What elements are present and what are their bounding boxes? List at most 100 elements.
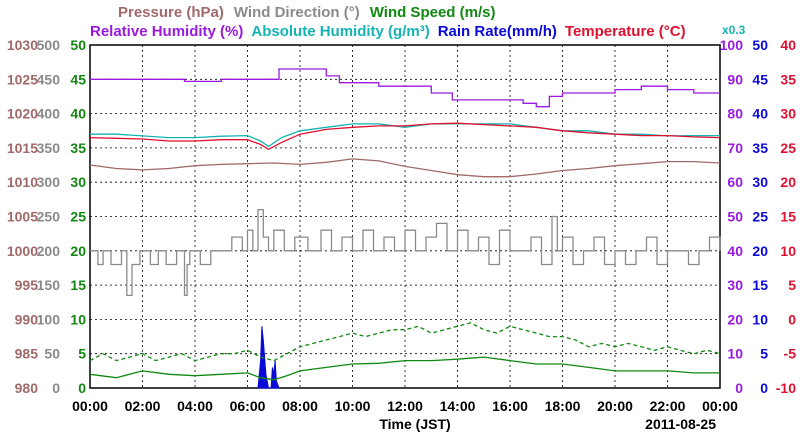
tick-label-wind-speed: 30 [70,174,86,190]
x-tick-label: 14:00 [440,398,476,414]
tick-label-temperature: -5 [784,346,797,362]
tick-label-wind-speed: 10 [70,311,86,327]
x-tick-label: 02:00 [125,398,161,414]
tick-label-wind-direction: 0 [52,380,60,396]
tick-label-wind-direction: 100 [37,311,61,327]
series-wind-direction [90,208,721,297]
tick-label-rain-rate: 50 [752,37,768,53]
tick-label-pressure: 1030 [7,37,38,53]
tick-label-humidity: 60 [727,174,743,190]
tick-label-rain-rate: 25 [752,209,768,225]
tick-label-wind-speed: 25 [70,209,86,225]
tick-label-wind-speed: 0 [78,380,86,396]
tick-label-wind-direction: 150 [37,277,61,293]
subtitle-row-item: Relative Humidity (%) [90,23,243,40]
x-tick-label: 06:00 [230,398,266,414]
tick-label-rain-rate: 30 [752,174,768,190]
tick-label-temperature: 0 [788,311,796,327]
series-layer [89,68,721,389]
x-axis-ticks: 00:00 02:00 04:00 06:00 08:00 10:00 12:00 14:00… [72,398,738,414]
tick-label-rain-rate: 35 [752,140,768,156]
tick-label-humidity: 100 [720,37,744,53]
tick-label-temperature: 10 [780,243,796,259]
tick-label-wind-direction: 250 [37,209,61,225]
tick-label-humidity: 30 [727,277,743,293]
tick-label-wind-speed: 45 [70,71,86,87]
series-wind-speed-mean [89,356,720,381]
tick-label-humidity: 50 [727,209,743,225]
tick-label-wind-speed: 35 [70,140,86,156]
subtitle-row-item: Rain Rate(mm/h) [438,23,557,40]
tick-label-humidity: 90 [727,71,743,87]
tick-label-humidity: 80 [727,106,743,122]
x-tick-label: 00:00 [72,398,108,414]
series-temperature [89,122,721,151]
tick-label-temperature: 35 [780,71,796,87]
date-label: 2011-08-25 [645,416,716,432]
tick-label-wind-speed: 50 [70,37,86,53]
tick-label-wind-direction: 200 [37,243,61,259]
tick-label-rain-rate: 45 [752,71,768,87]
series-wind-speed-gust [89,322,721,362]
tick-label-temperature: 15 [780,209,796,225]
tick-label-pressure: 1010 [7,174,38,190]
tick-label-rain-rate: 20 [752,243,768,259]
x-tick-label: 08:00 [282,398,318,414]
tick-label-wind-speed: 20 [70,243,86,259]
title-row-item: Wind Direction (°) [234,4,360,21]
subtitle-row-item: Absolute Humidity (g/m³) [251,23,429,40]
tick-label-wind-direction: 400 [37,106,61,122]
tick-label-wind-direction: 350 [37,140,61,156]
tick-label-wind-direction: 50 [44,346,60,362]
tick-label-pressure: 1015 [7,140,38,156]
tick-label-pressure: 985 [15,346,39,362]
tick-label-temperature: 40 [780,37,796,53]
tick-label-temperature: 5 [788,277,796,293]
tick-label-pressure: 990 [15,311,39,327]
tick-label-temperature: 30 [780,106,796,122]
tick-label-humidity: 0 [735,380,743,396]
tick-label-pressure: 1005 [7,209,38,225]
tick-label-humidity: 40 [727,243,743,259]
tick-label-rain-rate: 40 [752,106,768,122]
x-tick-label: 22:00 [650,398,686,414]
left-axis-ticks: 9809859909951000100510101015102010251030… [7,37,86,396]
rain-scale-note: x0.3 [722,23,746,37]
subtitle-row: Relative Humidity (%) Absolute Humidity (… [90,23,686,40]
tick-label-pressure: 1000 [7,243,38,259]
x-tick-label: 12:00 [387,398,423,414]
tick-label-temperature: 20 [780,174,796,190]
tick-label-wind-speed: 40 [70,106,86,122]
tick-label-wind-direction: 450 [37,71,61,87]
tick-label-humidity: 20 [727,311,743,327]
right-axis-ticks: 0 10 20 30 40 50 60 70 80 90 100 0 5 10 15 20 25 30 35 40 45… [720,37,797,396]
tick-label-wind-direction: 500 [37,37,61,53]
tick-label-pressure: 1020 [7,106,38,122]
grid [90,45,720,388]
tick-label-pressure: 995 [15,277,39,293]
tick-label-rain-rate: 5 [760,346,768,362]
x-tick-label: 18:00 [545,398,581,414]
tick-label-temperature: 25 [780,140,796,156]
tick-label-humidity: 70 [727,140,743,156]
title-row-item: Pressure (hPa) [118,4,224,21]
tick-label-pressure: 1025 [7,71,38,87]
x-tick-label: 20:00 [597,398,633,414]
subtitle-row-item: Temperature (°C) [565,23,686,40]
series-relative-humidity [90,68,720,108]
tick-label-rain-rate: 10 [752,311,768,327]
x-tick-label: 00:00 [702,398,738,414]
tick-label-wind-direction: 300 [37,174,61,190]
title-row-item: Wind Speed (m/s) [370,4,496,21]
series-absolute-humidity [90,123,720,148]
series-rain-rate [257,326,280,389]
tick-label-temperature: -10 [776,380,796,396]
tick-label-wind-speed: 15 [70,277,86,293]
tick-label-pressure: 980 [15,380,39,396]
x-tick-label: 16:00 [492,398,528,414]
x-axis-label: Time (JST) [379,416,450,432]
series-pressure [89,158,721,178]
tick-label-wind-speed: 5 [78,346,86,362]
